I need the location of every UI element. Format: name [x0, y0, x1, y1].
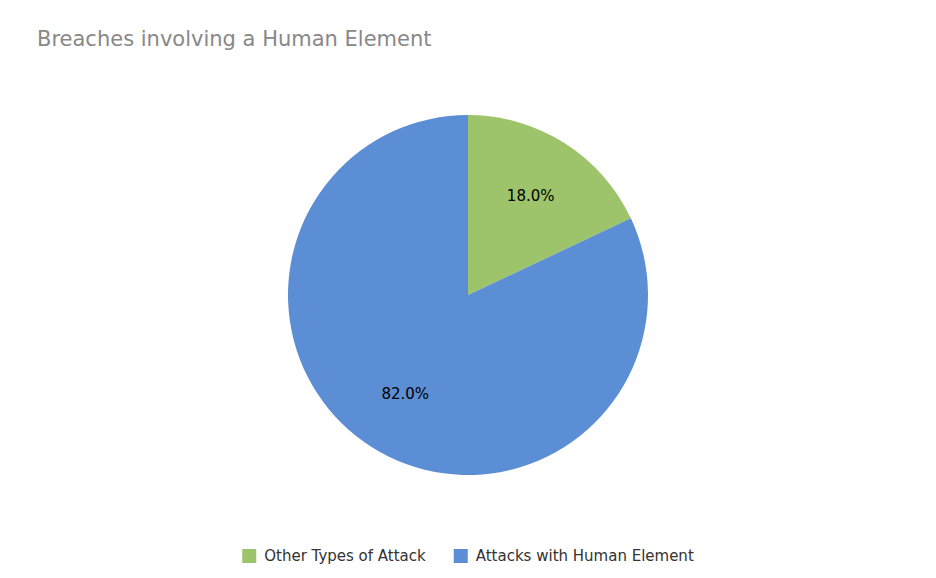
- data-labels: 18.0% 82.0%: [381, 187, 554, 403]
- legend-swatch: [242, 549, 256, 563]
- legend-item: Attacks with Human Element: [454, 547, 694, 565]
- slices: [288, 115, 648, 475]
- data-label: 18.0%: [507, 187, 555, 205]
- legend-label: Other Types of Attack: [264, 547, 426, 565]
- legend: Other Types of Attack Attacks with Human …: [242, 547, 694, 565]
- legend-swatch: [454, 549, 468, 563]
- data-label: 82.0%: [381, 385, 429, 403]
- legend-label: Attacks with Human Element: [476, 547, 694, 565]
- slice: [288, 115, 648, 475]
- title: Breaches involving a Human Element: [37, 27, 432, 51]
- chart: Breaches involving a Human Element 18.0% 8…: [0, 0, 936, 578]
- background: [0, 0, 936, 578]
- legend-item: Other Types of Attack: [242, 547, 426, 565]
